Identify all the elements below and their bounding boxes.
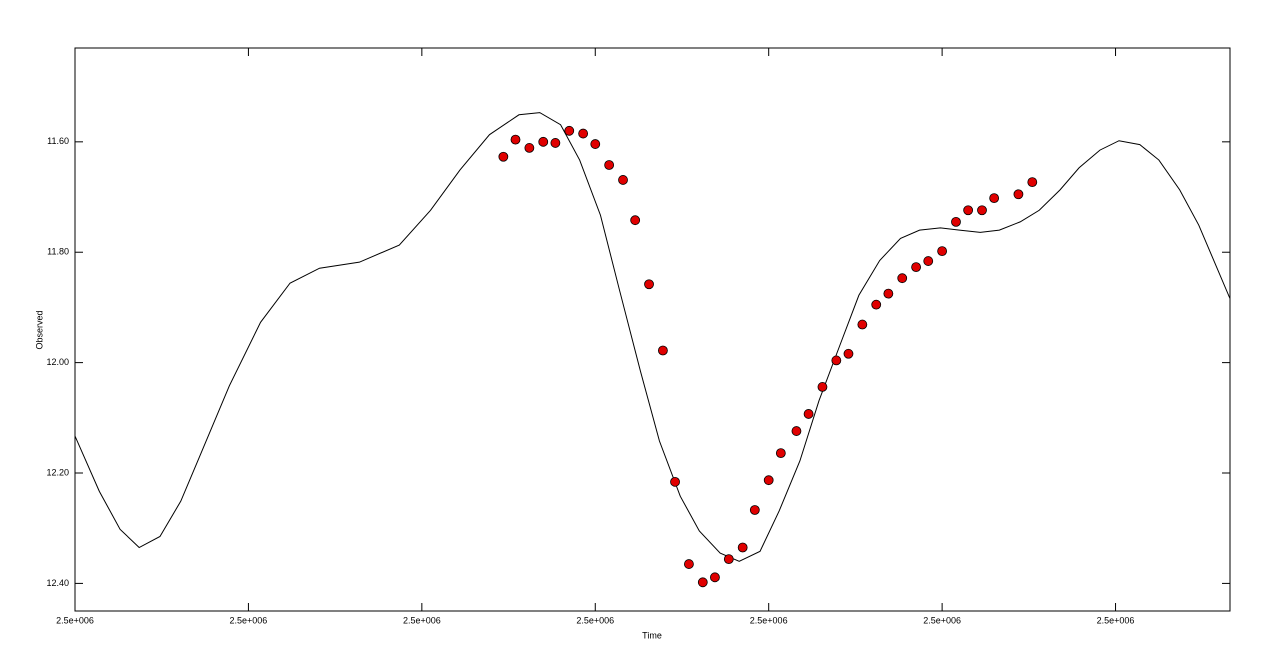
x-tick-label: 2.5e+006	[56, 615, 94, 625]
data-point	[1027, 177, 1038, 188]
y-tick-label: 12.20	[46, 467, 69, 477]
data-point	[871, 299, 882, 310]
data-point	[831, 355, 842, 366]
data-point	[923, 256, 934, 266]
data-point	[498, 151, 509, 162]
data-point	[963, 205, 974, 216]
data-point	[897, 273, 908, 284]
data-point	[937, 246, 948, 257]
data-point	[684, 559, 694, 569]
data-point	[1013, 189, 1024, 200]
x-axis-label: Time	[642, 630, 662, 640]
x-tick-label: 2.5e+006	[576, 615, 614, 625]
data-point	[883, 288, 894, 299]
data-point	[843, 348, 854, 359]
data-point	[911, 262, 922, 273]
data-point	[791, 426, 802, 436]
data-point	[550, 138, 561, 148]
data-point	[951, 216, 961, 227]
y-tick-label: 11.80	[47, 247, 69, 257]
y-tick-label: 11.60	[47, 136, 69, 146]
data-point	[737, 542, 748, 553]
x-tick-label: 2.5e+006	[750, 615, 788, 625]
data-point	[989, 193, 1000, 204]
data-point	[697, 577, 708, 588]
data-point	[803, 409, 814, 419]
x-tick-label: 2.5e+006	[1097, 615, 1135, 625]
data-point	[775, 448, 786, 459]
x-tick-label: 2.5e+006	[403, 615, 441, 625]
x-tick-label: 2.5e+006	[230, 615, 268, 625]
data-point	[578, 128, 589, 139]
data-point	[763, 475, 774, 486]
data-point	[510, 134, 521, 145]
data-point	[670, 476, 680, 487]
data-point	[723, 554, 734, 565]
data-point	[644, 279, 654, 290]
data-point	[630, 215, 641, 226]
data-point	[857, 319, 868, 330]
data-point	[604, 160, 615, 170]
y-axis-label: Observed	[34, 310, 44, 349]
data-point	[538, 136, 549, 147]
data-point	[524, 143, 535, 153]
data-point	[658, 345, 668, 356]
x-tick-label: 2.5e+006	[923, 615, 961, 625]
plot-frame	[74, 47, 1231, 612]
data-point	[977, 205, 987, 216]
data-point	[564, 125, 575, 136]
data-point	[590, 139, 601, 149]
fit-line	[75, 112, 1230, 562]
y-tick-label: 12.40	[46, 578, 69, 588]
data-point	[817, 382, 828, 392]
data-point	[618, 175, 628, 185]
data-point	[710, 572, 720, 583]
y-tick-label: 12.00	[46, 357, 69, 367]
data-point	[749, 505, 760, 515]
